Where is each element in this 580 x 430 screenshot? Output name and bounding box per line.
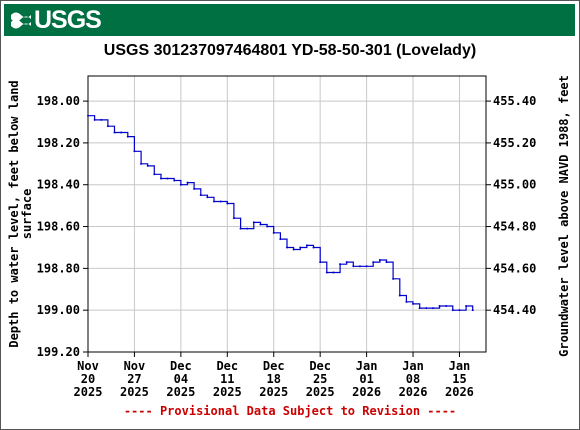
y-tick-label: 199.20 xyxy=(37,345,80,359)
y2-tick-label: 455.40 xyxy=(493,94,536,108)
data-point xyxy=(120,131,123,134)
data-point xyxy=(113,131,116,134)
y2-tick-label: 455.00 xyxy=(493,178,536,192)
y-tick-label: 198.00 xyxy=(37,94,80,108)
data-point xyxy=(299,246,302,249)
data-point xyxy=(146,164,149,167)
y2-tick-label: 454.80 xyxy=(493,220,536,234)
data-point xyxy=(412,302,415,305)
data-point xyxy=(385,261,388,264)
series-layer xyxy=(87,114,474,312)
data-point xyxy=(246,227,249,230)
x-tick-label: Dec 04 2025 xyxy=(166,359,195,399)
data-point xyxy=(286,246,288,249)
data-point xyxy=(179,183,182,186)
data-point xyxy=(93,118,96,121)
data-point xyxy=(438,305,441,307)
data-point xyxy=(266,225,269,228)
data-point xyxy=(458,309,461,312)
plot-area-border xyxy=(87,75,487,353)
provisional-data-notice: ---- Provisional Data Subject to Revisio… xyxy=(123,404,457,418)
data-point xyxy=(352,265,355,268)
data-point xyxy=(193,187,196,190)
data-point xyxy=(425,307,428,310)
data-point xyxy=(199,194,202,197)
data-point xyxy=(292,248,295,251)
data-point xyxy=(365,265,368,268)
right-y-axis-ticks: 455.40 455.20 455.00 454.80 454.60 454.40 xyxy=(486,94,536,317)
data-point xyxy=(405,300,408,303)
data-point xyxy=(272,231,275,234)
grid-lines xyxy=(87,76,486,353)
data-point xyxy=(219,200,222,203)
data-point xyxy=(305,244,308,247)
data-point xyxy=(100,118,103,121)
data-point xyxy=(372,261,375,264)
data-point xyxy=(465,305,468,307)
data-point xyxy=(206,196,209,199)
y2-tick-label: 454.40 xyxy=(493,303,536,317)
data-point xyxy=(431,307,434,310)
y-tick-label: 198.80 xyxy=(37,261,80,275)
data-point xyxy=(87,114,89,117)
usgs-logo[interactable]: USGS xyxy=(10,5,102,34)
data-point xyxy=(319,261,322,264)
data-point xyxy=(140,162,143,165)
data-point xyxy=(332,271,335,274)
data-point xyxy=(471,309,474,312)
y2-tick-label: 455.20 xyxy=(493,136,536,150)
x-tick-label: Jan 01 2026 xyxy=(352,359,381,399)
data-point xyxy=(252,221,255,224)
usgs-header-bar: USGS xyxy=(4,4,575,36)
left-axis-title: Depth to water level, feet below landsur… xyxy=(7,80,34,347)
x-tick-label: Jan 08 2026 xyxy=(399,359,428,399)
x-tick-label: Nov 27 2025 xyxy=(120,359,149,399)
x-tick-label: Dec 18 2025 xyxy=(259,359,288,399)
data-point xyxy=(232,217,235,220)
data-point xyxy=(106,125,109,128)
right-axis-title: Groundwater level above NAVD 1988, feet xyxy=(557,75,571,357)
data-point xyxy=(451,309,454,312)
x-tick-label: Dec 25 2025 xyxy=(306,359,335,399)
y-tick-label: 199.00 xyxy=(37,303,80,317)
y-tick-label: 198.20 xyxy=(37,136,80,150)
data-point xyxy=(186,181,189,184)
data-point xyxy=(239,227,242,230)
data-point xyxy=(378,259,381,261)
data-point xyxy=(166,177,169,180)
data-point xyxy=(159,177,162,180)
data-point xyxy=(345,261,348,264)
data-point xyxy=(226,202,229,205)
left-y-axis-ticks: 198.00 198.20 198.40 198.60 198.80 199.00 199.… xyxy=(37,94,88,359)
data-point xyxy=(126,135,129,138)
x-axis-ticks: Nov 20 2025 Nov 27 2025 Dec 04 2025 Dec 11 2025 Dec 1… xyxy=(74,352,474,399)
data-point xyxy=(358,265,361,268)
x-tick-label: Nov 20 2025 xyxy=(74,359,103,399)
y-tick-label: 198.60 xyxy=(37,220,80,234)
usgs-wave-icon xyxy=(11,12,31,29)
series-line xyxy=(88,115,474,311)
x-tick-label: Jan 15 2026 xyxy=(445,359,474,399)
data-point xyxy=(279,238,282,241)
data-point xyxy=(339,263,342,266)
data-point xyxy=(133,150,136,153)
data-point xyxy=(213,200,216,203)
data-point xyxy=(392,277,395,280)
data-point xyxy=(325,271,328,274)
data-point xyxy=(259,223,262,226)
data-point xyxy=(173,179,176,182)
data-point xyxy=(398,294,401,297)
y2-tick-label: 454.60 xyxy=(493,261,536,275)
y-tick-label: 198.40 xyxy=(37,178,80,192)
data-point xyxy=(445,305,448,307)
data-point xyxy=(418,307,421,310)
data-point xyxy=(312,246,315,249)
usgs-logo-text: USGS xyxy=(34,5,102,34)
data-point xyxy=(153,173,156,176)
chart-title: USGS 301237097464801 YD-58-50-301 (Lovel… xyxy=(103,42,477,59)
x-tick-label: Dec 11 2025 xyxy=(213,359,242,399)
